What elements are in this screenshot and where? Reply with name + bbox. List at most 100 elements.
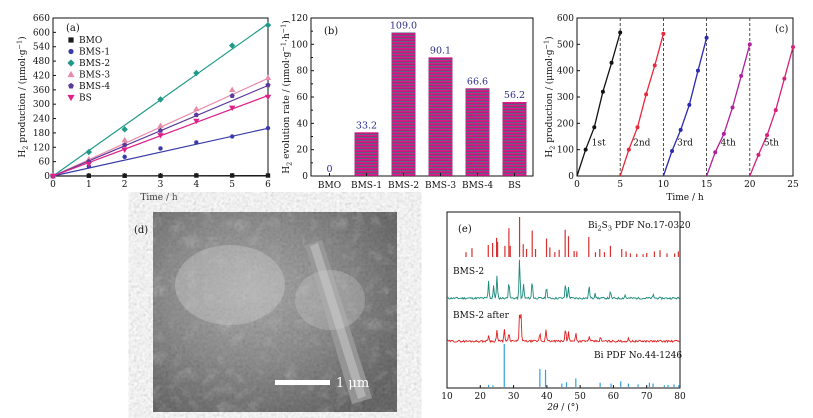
panel-a-point-bms-2 — [85, 148, 93, 156]
panel-b-y-axis-label: H2 evolution rate / (μmol·g−1·h−1) — [280, 20, 294, 174]
panel-a-x-tick-label: 6 — [265, 180, 271, 190]
panel-a-point-bs — [85, 161, 93, 168]
panel-c-cycle-point — [583, 147, 588, 152]
panel-b-bar-bms-3 — [428, 57, 453, 176]
panel-a-point-bms-4 — [157, 127, 164, 133]
panel-a-y-tick-label: 360 — [33, 86, 50, 96]
sem-scale-bar — [275, 380, 330, 385]
panel-a-point-bms-1 — [265, 125, 271, 131]
panel-a-point-bms-3 — [193, 105, 200, 112]
panel-b-bar-bs — [502, 102, 527, 176]
panel-c-cycle-line-3 — [662, 37, 708, 177]
panel-a-y-tick-label: 60 — [39, 158, 51, 168]
panel-c-cycle-point — [618, 30, 623, 35]
panel-a-y-tick-label: 660 — [33, 14, 50, 24]
panel-a-point-bms-4 — [229, 93, 235, 98]
xrd-bms2-trace — [446, 259, 681, 301]
panel-a-legend-label-bms-3: BMS-3 — [79, 71, 110, 81]
panel-e-x-tick-label: 70 — [641, 392, 653, 402]
panel-c-x-tick-label: 20 — [744, 180, 756, 190]
panel-a-point-bms-3 — [228, 86, 236, 93]
panel-a-legend-marker-bms-2 — [67, 59, 75, 67]
panel-c-cycle-line-5 — [749, 46, 794, 177]
panel-c-cycle-point — [765, 133, 770, 138]
panel-e-x-tick-label: 40 — [541, 392, 553, 402]
panel-a-point-bms-3 — [121, 136, 128, 143]
panel-c-cycle-point — [739, 73, 744, 78]
panel-c-axes-frame — [576, 17, 794, 177]
panel-c-cycle-point — [652, 63, 657, 68]
panel-e-x-tick-label: 80 — [674, 392, 686, 402]
panel-e-x-tick-label: 60 — [608, 392, 620, 402]
panel-c-x-tick-label: 0 — [574, 180, 580, 190]
panel-b-category-label: BMS-4 — [462, 181, 493, 191]
panel-a-legend-marker-bmo — [68, 37, 74, 43]
panel-b-bar-value-label: 0 — [326, 164, 332, 175]
panel-c-cycle-line-1 — [576, 32, 621, 177]
panel-c-cycle-point — [695, 68, 700, 73]
panel-a-legend-marker-bms-4 — [68, 82, 74, 89]
panel-a-y-tick-label: 480 — [33, 57, 50, 67]
panel-b-axes-frame — [310, 17, 534, 177]
panel-c-cycle-point — [609, 60, 614, 65]
panel-a-point-bms-1 — [194, 140, 199, 145]
panel-b-category-label: BMS-3 — [425, 181, 456, 191]
panel-b-bar-value-label: 66.6 — [467, 76, 488, 87]
panel-a-point-bs — [228, 105, 236, 111]
panel-b-bar-chart: 0 20 40 60 80 100 120 0 BMO 33.2 BMS-1 109.0 BMS-2 9… — [280, 14, 534, 191]
panel-a-y-tick-label: 600 — [33, 28, 50, 38]
panel-a-point-bmo — [265, 173, 271, 178]
panel-c-cycle-point — [704, 35, 709, 40]
sem-rod-highlight — [310, 243, 366, 399]
panel-c-cycle-line-2 — [619, 33, 665, 177]
panel-c-cycle-point — [756, 152, 761, 157]
panel-c-cycle-label: 1st — [592, 139, 606, 149]
panel-c-y-tick-label: 500 — [557, 40, 574, 50]
panel-c-x-tick-label: 10 — [658, 180, 670, 190]
panel-c-cycle-point — [600, 89, 605, 94]
sem-flower-cluster-2 — [295, 270, 365, 330]
panel-e-axes-frame — [446, 211, 681, 389]
panel-a-x-tick-label: 5 — [229, 180, 235, 190]
panel-b-category-label: BMS-2 — [388, 181, 419, 191]
panel-b-category-label: BMO — [318, 181, 341, 191]
panel-a-y-axis-label: H2 production / (μmol·g−1) — [16, 36, 30, 157]
sem-scale-label: 1 μm — [336, 376, 369, 391]
panel-a-point-bms-4 — [193, 112, 199, 118]
panel-a-scatter-plot: 0 1 2 3 4 5 6060120180240300360420480540600660… — [16, 14, 272, 203]
xrd-bi-pdf-label: Bi PDF No.44-1246 — [594, 351, 682, 361]
panel-c-cycle-point — [678, 127, 683, 132]
panel-a-point-bs — [121, 147, 128, 153]
panel-c-cycle-point — [644, 92, 649, 97]
panel-a-point-bms-2 — [121, 126, 128, 133]
panel-c-cycle-point — [782, 76, 787, 81]
panel-a-legend-label-bms-2: BMS-2 — [79, 59, 110, 69]
panel-c-cycle-point — [592, 125, 597, 130]
panel-e-x-tick-label: 50 — [574, 392, 586, 402]
panel-c-x-tick-label: 25 — [787, 180, 799, 190]
panel-a-point-bms-1 — [229, 134, 235, 139]
panel-a-point-bmo — [86, 173, 92, 178]
panel-b-y-tick-label: 0 — [302, 172, 308, 182]
panel-c-cycle-label: 3rd — [677, 139, 693, 149]
panel-b-bar-bms-4 — [465, 88, 490, 176]
panel-b-category-label: BS — [508, 181, 521, 191]
panel-a-y-tick-label: 120 — [33, 143, 50, 153]
panel-a-point-bms-2 — [228, 42, 236, 49]
panel-a-y-tick-label: 540 — [33, 43, 50, 53]
panel-a-y-tick-label: 0 — [44, 172, 50, 182]
panel-a-point-bmo — [158, 173, 163, 178]
panel-c-label: (c) — [775, 24, 789, 35]
panel-c-cycle-point — [661, 31, 666, 36]
panel-a-point-bms-2 — [193, 69, 200, 77]
panel-c-y-tick-label: 400 — [557, 67, 574, 77]
panel-c-y-axis-label: H2 production / (μmol·g−1) — [543, 36, 557, 157]
panel-a-legend-label-bs: BS — [79, 94, 92, 104]
panel-a-y-tick-label: 300 — [33, 100, 50, 110]
panel-c-cycle-point — [730, 105, 735, 110]
panel-c-cycle-label: 5th — [764, 139, 779, 149]
panel-b-y-tick-label: 80 — [297, 67, 309, 77]
panel-a-point-bs — [157, 133, 164, 139]
panel-a-point-bmo — [122, 173, 127, 178]
